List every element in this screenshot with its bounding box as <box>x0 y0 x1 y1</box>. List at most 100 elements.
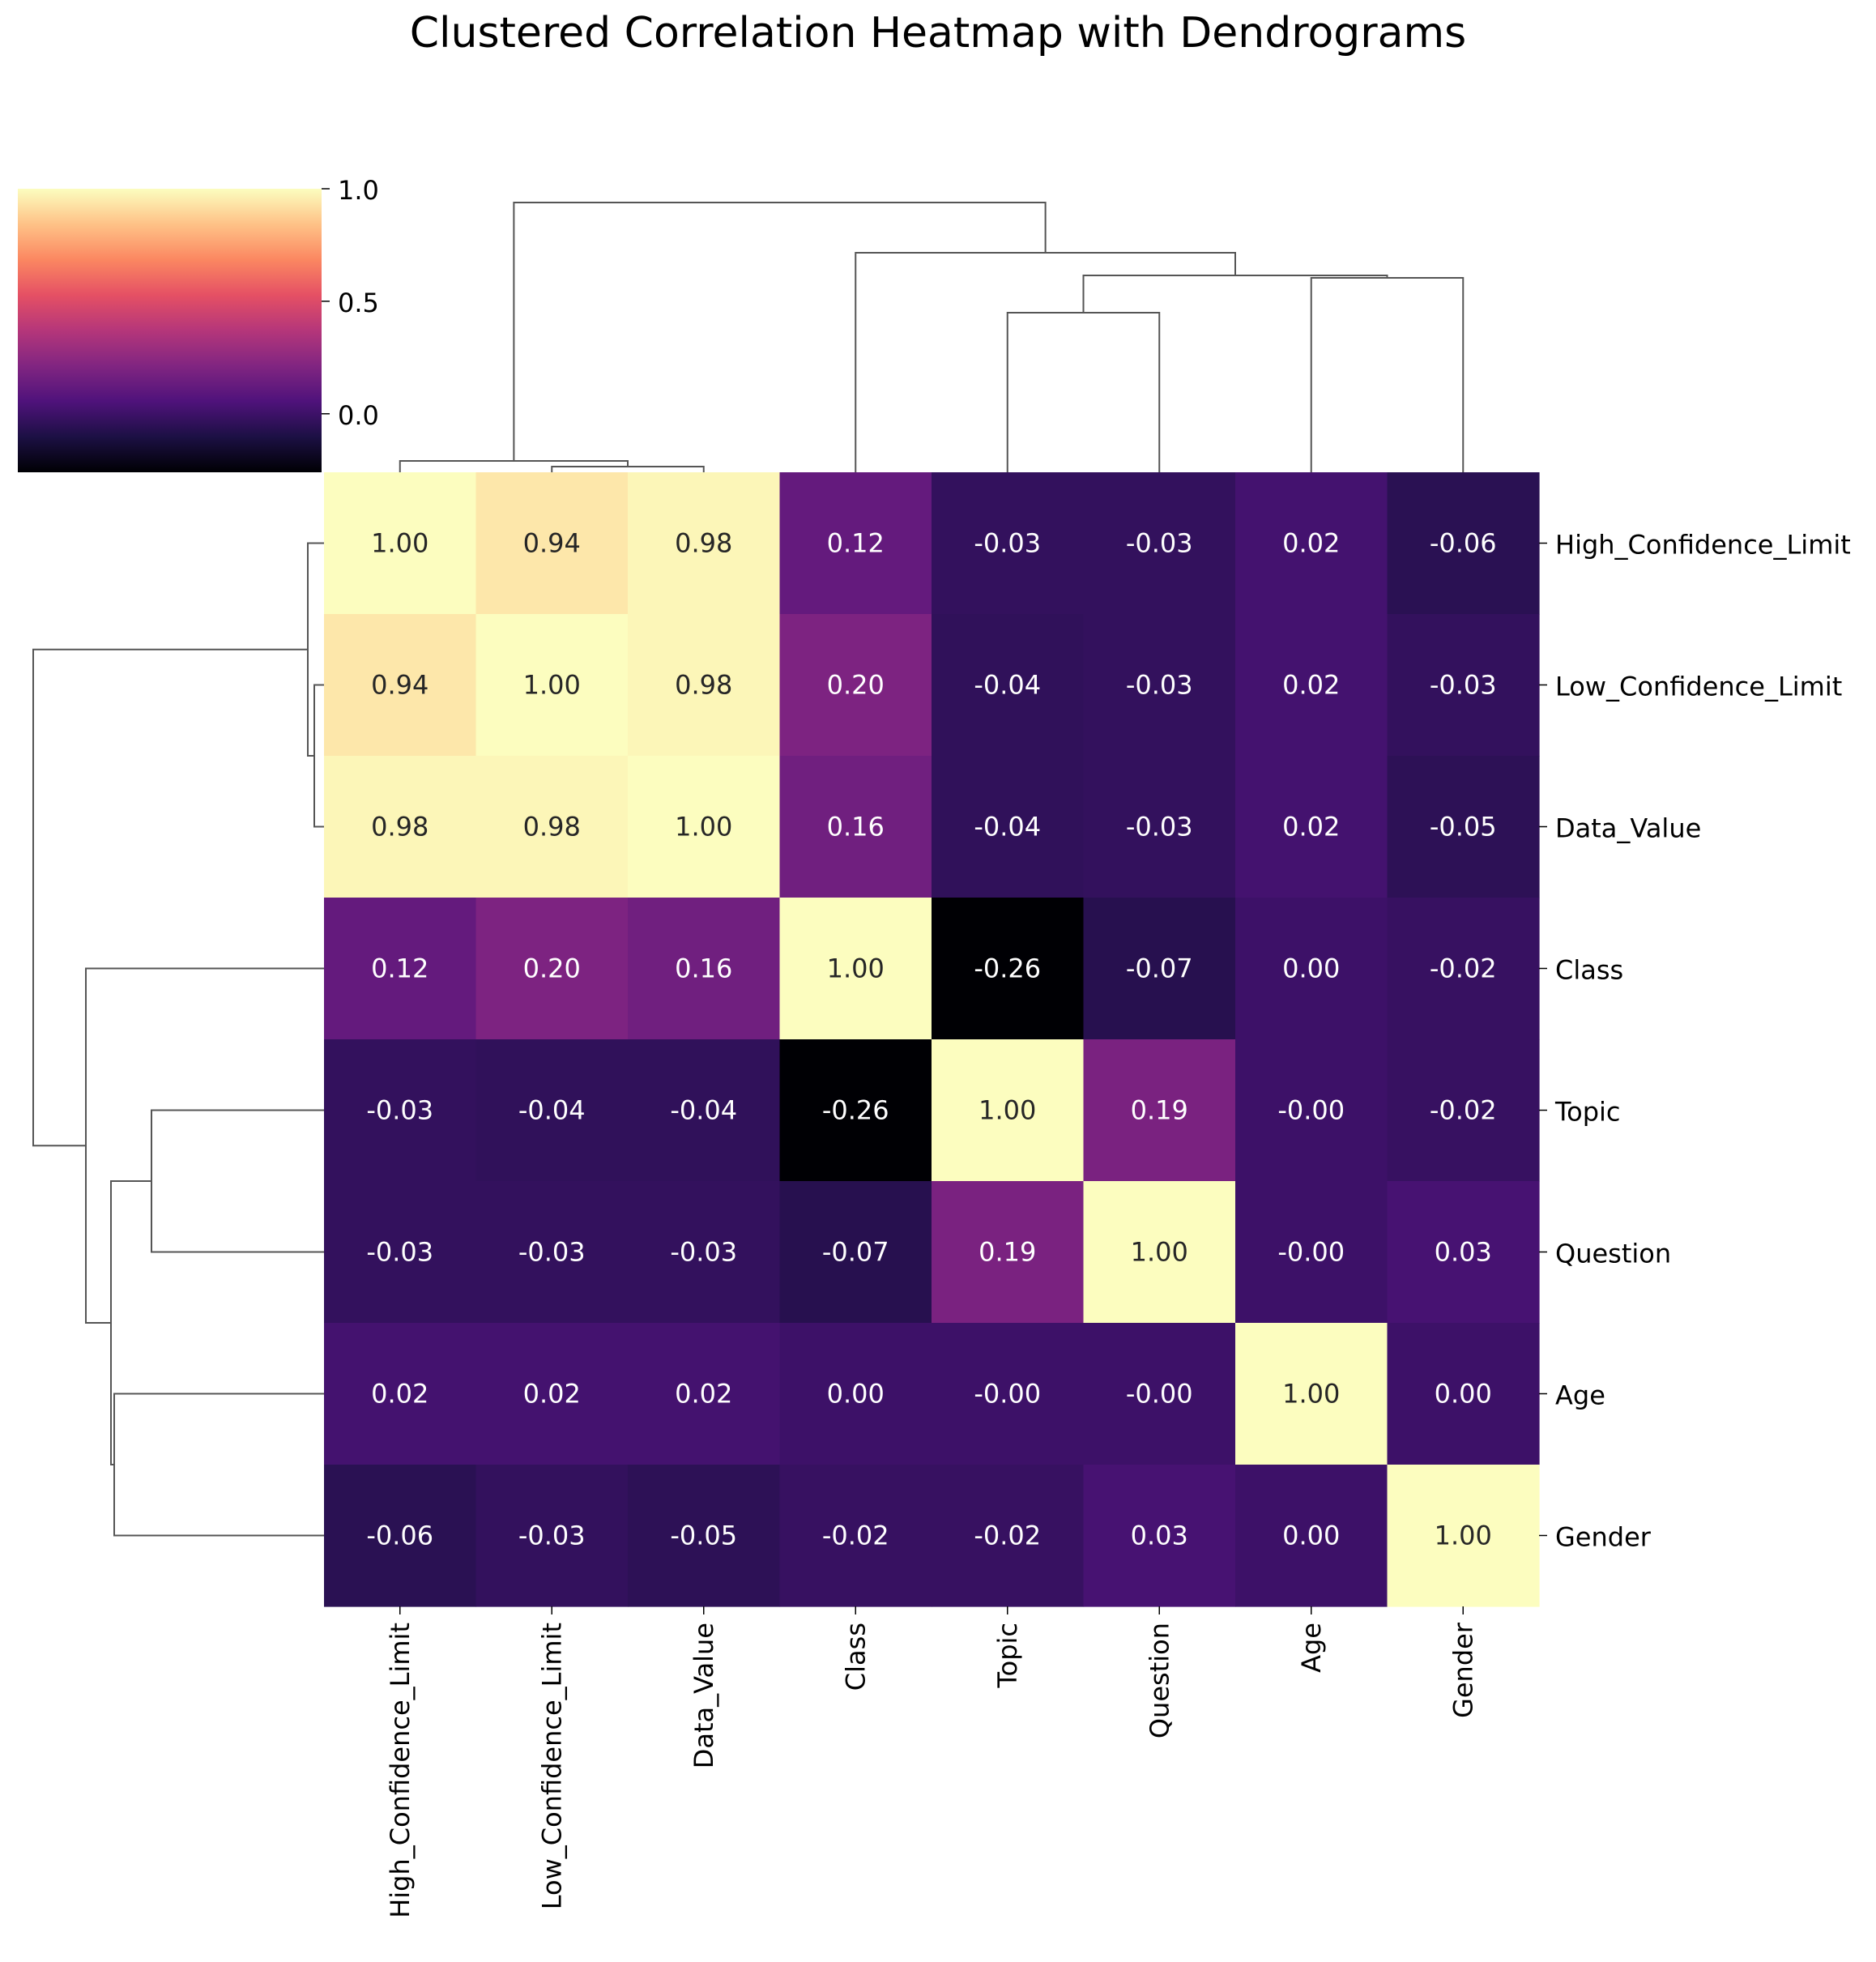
heatmap-cell <box>324 1039 477 1182</box>
cell-value-label: 1.00 <box>523 670 581 701</box>
heatmap-cell <box>324 756 477 898</box>
dendrogram-link <box>307 542 324 757</box>
cell-value-label: -0.07 <box>1126 953 1193 984</box>
heatmap-cell <box>628 756 781 898</box>
dendrogram-link <box>1082 275 1388 313</box>
heatmap-cell <box>1387 1039 1540 1182</box>
heatmap-cell <box>475 898 629 1040</box>
cell-value-label: -0.26 <box>974 953 1041 984</box>
dendrogram-link <box>1006 312 1161 472</box>
cell-value-label: -0.03 <box>366 1237 433 1268</box>
cell-value-label: 0.20 <box>827 670 885 701</box>
cell-value-label: 0.02 <box>371 1379 428 1410</box>
cell-value-label: -0.26 <box>822 1095 889 1126</box>
cell-value-label: 1.00 <box>979 1095 1036 1126</box>
cell-value-label: 0.98 <box>523 812 581 842</box>
heatmap-cell <box>475 472 629 615</box>
heatmap-cell <box>1083 1039 1236 1182</box>
column-label: Gender <box>1448 1622 1478 1718</box>
heatmap-cell <box>1387 614 1540 757</box>
cell-value-label: 0.98 <box>675 670 732 701</box>
row-label: Question <box>1555 1239 1671 1269</box>
cell-value-label: 0.16 <box>827 812 885 842</box>
row-label: Age <box>1555 1380 1605 1411</box>
cell-value-label: 1.00 <box>1282 1379 1340 1410</box>
heatmap-cell <box>779 472 932 615</box>
heatmap-cell <box>628 1465 781 1607</box>
dendrogram-link <box>151 1109 324 1253</box>
heatmap-cell <box>779 614 932 757</box>
heatmap-cell <box>779 756 932 898</box>
heatmap-cell <box>932 1465 1085 1607</box>
heatmap-cell <box>932 614 1085 757</box>
cell-value-label: -0.03 <box>1430 670 1497 701</box>
row-dendrogram <box>32 542 324 1537</box>
heatmap-cell <box>1387 898 1540 1040</box>
heatmap-cell <box>1387 472 1540 615</box>
cell-value-label: 0.02 <box>523 1379 581 1410</box>
cell-value-label: 0.03 <box>1435 1237 1492 1268</box>
heatmap-cell <box>932 1323 1085 1465</box>
heatmap-cell <box>628 898 781 1040</box>
heatmap-cell <box>1235 1323 1388 1465</box>
heatmap-cell <box>1235 756 1388 898</box>
heatmap-cell <box>324 1465 477 1607</box>
cell-value-label: 0.19 <box>979 1237 1036 1268</box>
cell-value-label: -0.00 <box>974 1379 1041 1410</box>
cell-value-label: -0.06 <box>1430 528 1497 559</box>
heatmap-cell <box>1083 472 1236 615</box>
cell-value-label: -0.02 <box>974 1521 1041 1551</box>
heatmap-cell <box>1235 614 1388 757</box>
cell-value-label: -0.04 <box>974 812 1041 842</box>
heatmap-cell <box>324 1181 477 1324</box>
cell-value-label: 1.00 <box>675 812 732 842</box>
cell-value-label: 0.00 <box>1282 1521 1340 1551</box>
dendrogram-link <box>855 252 1236 472</box>
cell-value-label: 1.00 <box>827 953 885 984</box>
heatmap-cell <box>1083 898 1236 1040</box>
cell-value-label: -0.03 <box>518 1521 586 1551</box>
column-tick-labels: High_Confidence_Limit Low_Confidence_Limi… <box>385 1606 1478 1918</box>
cell-value-label: 0.98 <box>371 812 428 842</box>
dendrogram-link <box>32 648 308 1147</box>
heatmap-cell <box>1235 898 1388 1040</box>
cell-value-label: 0.02 <box>1282 670 1340 701</box>
heatmap-cell <box>475 756 629 898</box>
cell-value-label: -0.03 <box>1126 528 1193 559</box>
cell-value-label: 1.00 <box>1435 1521 1492 1551</box>
heatmap-cell <box>628 472 781 615</box>
cell-value-label: -0.06 <box>366 1521 433 1551</box>
cell-value-label: 1.00 <box>371 528 428 559</box>
heatmap-cell <box>1235 1039 1388 1182</box>
dendrogram-link <box>85 967 324 1324</box>
cell-value-label: 0.02 <box>1282 528 1340 559</box>
heatmap-cell <box>324 472 477 615</box>
cell-value-label: 0.16 <box>675 953 732 984</box>
cell-value-label: -0.03 <box>1126 670 1193 701</box>
heatmap-cell <box>779 1465 932 1607</box>
cell-value-label: -0.04 <box>518 1095 586 1126</box>
column-label: High_Confidence_Limit <box>385 1623 416 1918</box>
heatmap-cell <box>1235 1465 1388 1607</box>
heatmap-cell <box>475 1039 629 1182</box>
heatmap-cell <box>779 1039 932 1182</box>
heatmap-cell <box>475 1465 629 1607</box>
heatmap-cell <box>932 1181 1085 1324</box>
cell-value-label: 0.02 <box>1282 812 1340 842</box>
column-dendrogram <box>399 202 1465 472</box>
heatmap-cell <box>1387 756 1540 898</box>
heatmap-cell <box>628 614 781 757</box>
cell-value-label: 0.19 <box>1131 1095 1188 1126</box>
cell-value-label: -0.04 <box>974 670 1041 701</box>
colorbar: 0.0 0.5 1.0 <box>18 175 379 472</box>
heatmap-cell <box>1235 472 1388 615</box>
column-label: Topic <box>992 1623 1023 1688</box>
column-label: Class <box>840 1623 871 1691</box>
cell-value-label: 0.94 <box>371 670 428 701</box>
dendrogram-link <box>551 466 705 472</box>
cell-value-label: 0.12 <box>371 953 428 984</box>
heatmap-cell <box>1083 1465 1236 1607</box>
cell-value-label: -0.00 <box>1126 1379 1193 1410</box>
row-label: Data_Value <box>1555 813 1701 844</box>
